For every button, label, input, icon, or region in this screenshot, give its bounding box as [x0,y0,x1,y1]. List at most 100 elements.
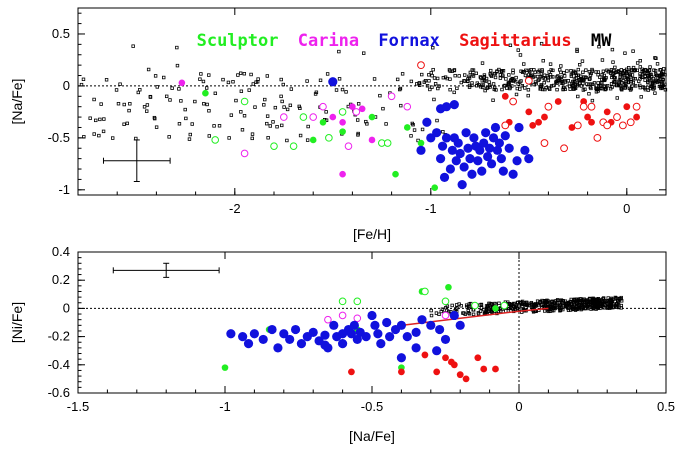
mw-point [575,300,580,305]
mw-point [539,83,543,87]
mw-point [598,75,602,79]
mw-point [623,51,627,55]
sagittarius-point-open [560,144,568,153]
mw-point [281,82,285,87]
mw-point [505,86,509,90]
mw-point [602,78,606,82]
mw-point [548,62,553,66]
mw-point [502,84,506,88]
mw-point [555,87,559,92]
sculptor-point-open [240,97,249,106]
mw-point [568,87,572,91]
sagittarius-point [584,113,591,121]
fornax-point [279,329,289,339]
mw-point [523,86,527,90]
mw-point [585,82,589,86]
fornax-point [441,102,452,112]
fornax-point [473,156,483,166]
fornax-point [467,169,477,179]
mw-point [514,92,519,97]
carina-point [339,170,346,178]
mw-point [250,132,255,136]
mw-point [493,75,498,80]
mw-point [653,91,657,95]
mw-point [198,77,202,81]
mw-point [153,74,158,78]
mw-point [298,133,303,138]
mw-point [207,109,211,113]
mw-point [411,123,415,127]
mw-point [285,138,289,143]
mw-point [541,59,545,63]
fornax-point [352,334,362,345]
mw-point [619,86,623,90]
mw-point [487,83,492,88]
mw-point [400,72,405,76]
fornax-point [481,128,491,138]
mw-point [427,79,431,83]
sculptor-point-open [270,142,278,150]
mw-point [655,73,659,78]
mw-point [462,79,466,83]
fornax-point [346,329,357,339]
mw-point [167,135,171,139]
mw-point [289,87,294,91]
mw-point [561,301,565,305]
mw-point [429,313,434,318]
mw-point [131,44,135,48]
mw-point [378,93,382,98]
fornax-point [402,332,412,342]
y-tick-label: 0.4 [52,244,70,259]
fornax-point [486,159,497,169]
mw-point [547,305,552,309]
mw-point [545,74,549,78]
mw-point [239,110,243,114]
sculptor-point-open [441,297,450,306]
sagittarius-point [480,365,488,373]
mw-point [645,85,650,90]
mw-point [506,306,511,311]
fornax-point [447,145,457,155]
mw-point [273,105,278,110]
mw-point [250,136,254,141]
mw-point [535,299,540,303]
mw-point [577,78,581,82]
fornax-point [396,353,406,363]
x-tick-label: 0 [515,399,522,414]
mw-point [557,78,562,82]
mw-point [127,108,131,113]
mw-point [231,80,235,84]
sculptor-point-open [421,287,429,296]
mw-point [104,78,109,82]
mw-point [344,90,348,94]
sagittarius-point [474,354,482,362]
fornax-point [249,329,259,339]
mw-point [432,97,436,102]
mw-point [500,87,504,92]
mw-point [619,299,624,303]
fornax-point [338,339,348,349]
mw-point [504,77,508,81]
mw-point [275,125,279,129]
y-tick-label: 0.2 [52,272,70,287]
carina-point-open [324,315,332,324]
fornax-point [520,145,530,155]
mw-point [415,82,419,86]
mw-point [663,88,668,92]
mw-point [623,82,628,86]
mw-point [585,299,589,303]
mw-point [572,297,577,302]
carina-point-open [240,149,249,158]
mw-point [448,69,452,73]
mw-point [581,70,585,74]
series-mw [429,295,624,318]
fornax-point [296,339,307,349]
mw-point [549,75,553,79]
mw-point [552,301,556,306]
mw-point [265,121,269,126]
mw-point [625,76,630,80]
mw-point [621,79,626,83]
sagittarius-point [535,118,542,126]
mw-point [249,72,253,77]
mw-point [162,75,166,80]
